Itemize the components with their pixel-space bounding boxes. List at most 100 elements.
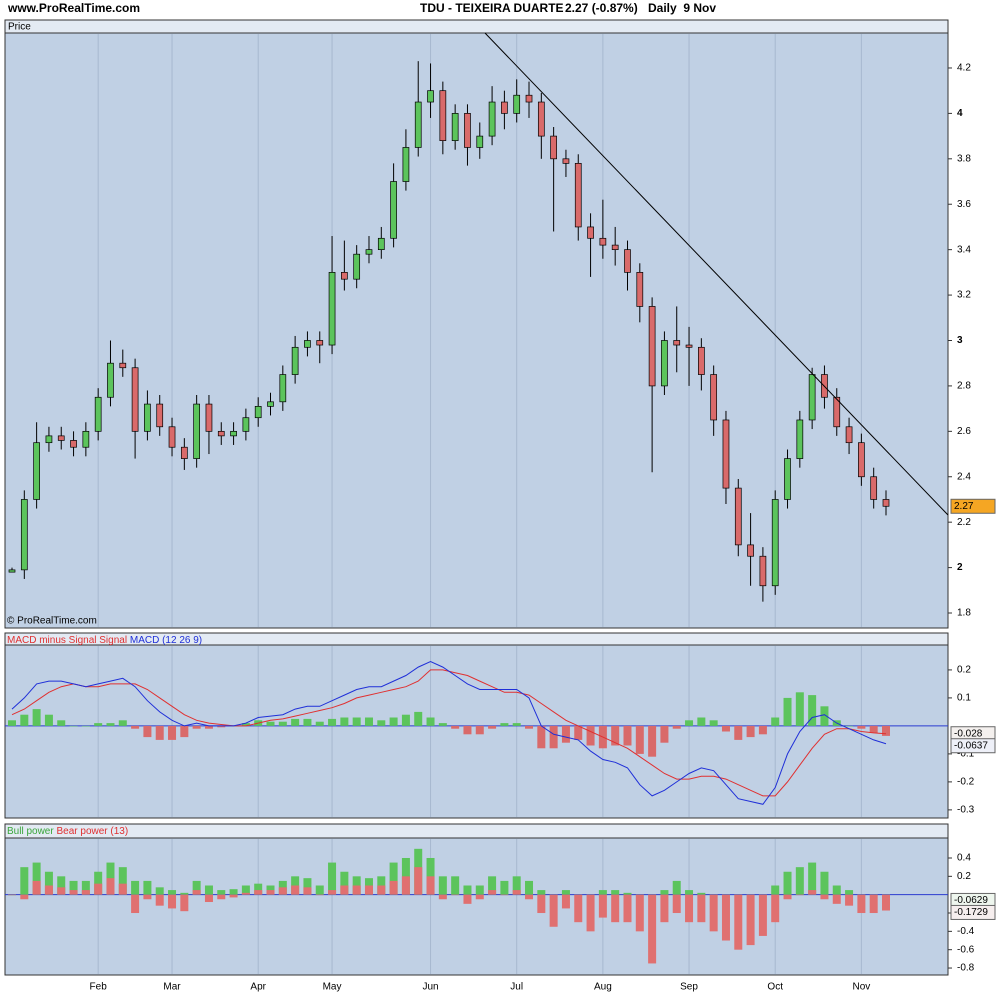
- power-bar: [685, 894, 694, 923]
- power-bar: [845, 890, 854, 895]
- histogram-bar: [315, 721, 324, 726]
- last-value-label: -0.0629: [954, 895, 988, 906]
- histogram-bar: [266, 721, 275, 726]
- y-tick-label: 2.6: [957, 426, 971, 437]
- candle-body: [341, 272, 348, 280]
- candle-body: [70, 440, 77, 448]
- power-bar: [672, 880, 681, 895]
- power-bar: [328, 890, 337, 895]
- histogram-bar: [623, 725, 632, 746]
- y-tick-label: 2: [957, 562, 963, 573]
- power-bar: [660, 890, 669, 895]
- y-tick-label: -0.3: [957, 805, 975, 816]
- histogram-bar: [463, 725, 472, 735]
- legend-entry: MACD minus Signal: [7, 635, 96, 646]
- power-bar: [168, 894, 177, 909]
- candle-body: [747, 544, 754, 557]
- line-series: [11, 660, 887, 805]
- candle-body: [8, 569, 16, 573]
- histogram-bar: [500, 723, 509, 726]
- histogram-bar: [869, 725, 878, 733]
- histogram-bar: [525, 725, 534, 729]
- y-tick-label: 4.2: [957, 63, 971, 74]
- power-bar: [352, 876, 361, 895]
- histogram-bar: [192, 725, 201, 729]
- histogram-bar: [328, 718, 337, 726]
- power-bar: [672, 894, 681, 914]
- histogram-bar: [611, 725, 620, 746]
- power-bar: [869, 894, 878, 914]
- y-tick-label: 0.2: [957, 871, 971, 882]
- histogram-bar: [820, 706, 829, 726]
- histogram-bar: [574, 725, 583, 740]
- candle-body: [722, 419, 730, 489]
- power-bar: [377, 885, 386, 895]
- power-bar: [229, 894, 238, 898]
- power-bar: [549, 894, 558, 927]
- power-bar: [32, 862, 41, 895]
- power-bar: [500, 894, 509, 896]
- histogram-bar: [168, 725, 177, 740]
- y-tick-label: -0.4: [957, 926, 975, 937]
- y-tick-label: 0.2: [957, 665, 971, 676]
- candle-body: [119, 362, 127, 369]
- power-bar: [845, 894, 854, 906]
- power-bar: [512, 890, 521, 895]
- power-bar: [180, 892, 189, 895]
- power-bar: [586, 894, 595, 932]
- power-bar: [204, 885, 213, 895]
- power-bar: [81, 890, 90, 895]
- last-value-label: -0.028: [954, 728, 983, 739]
- power-bar: [57, 876, 66, 895]
- candle-body: [587, 226, 594, 239]
- histogram-bar: [475, 725, 484, 735]
- power-bar: [278, 887, 287, 895]
- last-value-label: -0.1729: [954, 907, 988, 918]
- last-value-label: 2.27: [954, 501, 974, 512]
- legend-entry: Signal: [99, 635, 127, 646]
- power-bar: [525, 894, 534, 900]
- power-bar: [266, 890, 275, 895]
- power-bar: [204, 894, 213, 903]
- candle-body: [57, 435, 65, 441]
- y-tick-label: -0.6: [957, 944, 975, 955]
- power-bar: [623, 892, 632, 895]
- candle-body: [328, 272, 336, 346]
- power-bar: [20, 894, 29, 900]
- histogram-bar: [845, 725, 854, 727]
- y-tick-label: 3.4: [957, 244, 971, 255]
- histogram-bar: [808, 695, 817, 726]
- power-bar: [463, 885, 472, 895]
- power-bar: [32, 880, 41, 895]
- candle-body: [279, 374, 287, 403]
- candle-body: [217, 430, 225, 437]
- legend-entry: MACD (12 26 9): [130, 635, 202, 646]
- candle-body: [427, 90, 434, 103]
- candle-body: [144, 403, 151, 432]
- power-bar: [94, 883, 103, 895]
- power-bar: [155, 887, 164, 895]
- panel-label: Price: [8, 22, 31, 33]
- power-bar: [254, 883, 263, 895]
- candle-body: [550, 135, 557, 160]
- histogram-bar: [758, 725, 767, 735]
- candle-body: [574, 163, 582, 228]
- histogram-bar: [771, 717, 780, 726]
- candle-body: [254, 406, 262, 419]
- candle-body: [82, 430, 90, 448]
- histogram-bar: [94, 723, 103, 726]
- y-tick-label: 2.4: [957, 471, 971, 482]
- power-bar: [685, 890, 694, 895]
- histogram-bar: [561, 725, 570, 743]
- candle-body: [882, 499, 890, 507]
- candle-body: [562, 158, 570, 164]
- histogram-bar: [488, 725, 497, 729]
- histogram-bar: [734, 725, 743, 740]
- last-value-box: [950, 738, 996, 754]
- histogram-bar: [364, 717, 373, 726]
- x-tick-label: Apr: [250, 982, 266, 993]
- period: Daily 9 Nov: [648, 1, 716, 15]
- histogram-bar: [697, 717, 706, 726]
- power-bar: [512, 876, 521, 895]
- power-bar: [20, 867, 29, 895]
